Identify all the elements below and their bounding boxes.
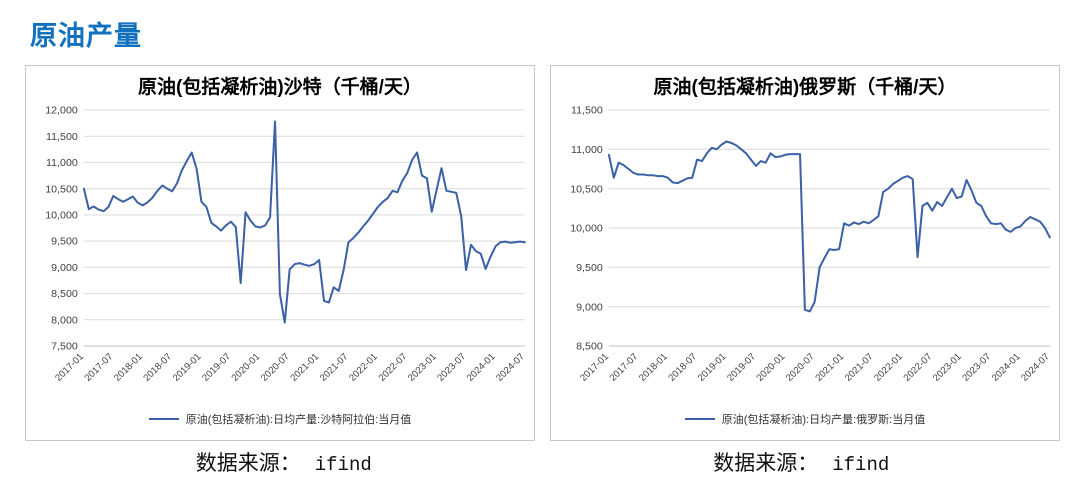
svg-text:8,000: 8,000: [51, 314, 78, 326]
svg-text:2024-07: 2024-07: [494, 351, 527, 383]
svg-text:2020-07: 2020-07: [784, 351, 817, 383]
legend-label: 原油(包括凝析油):日均产量:沙特阿拉伯:当月值: [185, 414, 412, 426]
svg-text:11,000: 11,000: [571, 144, 603, 156]
svg-text:2019-07: 2019-07: [725, 351, 758, 383]
svg-text:11,500: 11,500: [46, 131, 78, 143]
svg-text:2017-01: 2017-01: [578, 351, 611, 383]
svg-text:9,000: 9,000: [576, 301, 603, 313]
legend-line-swatch-icon: [148, 418, 179, 420]
svg-text:2018-07: 2018-07: [141, 351, 174, 383]
svg-text:2018-01: 2018-01: [112, 351, 145, 383]
svg-text:2022-01: 2022-01: [347, 351, 380, 383]
svg-text:9,000: 9,000: [51, 262, 78, 274]
line-chart-russia: 8,500 9,000 9,500 10,000 10,500 11,000 11,500 2…: [570, 105, 1052, 384]
svg-text:10,500: 10,500: [45, 183, 78, 195]
svg-text:2017-01: 2017-01: [53, 351, 86, 383]
svg-text:2023-07: 2023-07: [435, 351, 468, 383]
chart-panel-russia: 原油(包括凝析油)俄罗斯（千桶/天） 8,500 9,000 9,500 10,000…: [550, 65, 1060, 441]
svg-text:2018-07: 2018-07: [666, 351, 699, 383]
svg-text:2022-07: 2022-07: [377, 351, 410, 383]
svg-text:10,000: 10,000: [570, 223, 603, 235]
svg-text:2017-07: 2017-07: [608, 351, 641, 383]
svg-text:11,000: 11,000: [46, 157, 78, 169]
svg-text:2024-07: 2024-07: [1019, 351, 1052, 383]
svg-text:10,000: 10,000: [45, 210, 78, 222]
line-chart-saudi: 7,500 8,000 8,500 9,000 9,500 10,000 10,500 11,…: [45, 105, 527, 384]
svg-text:2021-07: 2021-07: [843, 351, 876, 383]
svg-text:2020-01: 2020-01: [755, 351, 788, 383]
legend-label: 原油(包括凝析油):日均产量:俄罗斯:当月值: [721, 414, 926, 426]
svg-text:2019-07: 2019-07: [200, 351, 233, 383]
svg-text:2021-07: 2021-07: [318, 351, 351, 383]
svg-text:7,500: 7,500: [51, 341, 78, 353]
chart-title: 原油(包括凝析油)沙特（千桶/天）: [138, 77, 422, 98]
svg-text:2021-01: 2021-01: [813, 351, 846, 383]
chart-legend: 原油(包括凝析油):日均产量:俄罗斯:当月值: [551, 408, 1059, 430]
page-title: 原油产量: [30, 21, 142, 51]
svg-text:2018-01: 2018-01: [637, 351, 670, 383]
svg-text:2019-01: 2019-01: [696, 351, 729, 383]
data-source-right: 数据来源： ifind: [543, 447, 1061, 477]
svg-text:2020-07: 2020-07: [259, 351, 292, 383]
source-value: ifind: [314, 454, 372, 476]
sources-row: 数据来源： ifind 数据来源： ifind: [25, 447, 1060, 477]
data-source-left: 数据来源： ifind: [25, 447, 543, 477]
svg-text:2023-01: 2023-01: [931, 351, 964, 383]
chart-panel-saudi: 原油(包括凝析油)沙特（千桶/天） 7,500 8,000 8,500 9,000 9,…: [25, 65, 535, 441]
svg-text:2024-01: 2024-01: [990, 351, 1023, 383]
source-label: 数据来源：: [195, 451, 301, 475]
svg-text:12,000: 12,000: [45, 105, 78, 117]
svg-text:2022-07: 2022-07: [902, 351, 935, 383]
svg-text:2022-01: 2022-01: [872, 351, 905, 383]
svg-text:11,500: 11,500: [571, 105, 603, 117]
svg-text:10,500: 10,500: [570, 183, 603, 195]
svg-text:8,500: 8,500: [51, 288, 78, 300]
source-label: 数据来源：: [713, 451, 819, 475]
svg-text:9,500: 9,500: [51, 236, 78, 248]
chart-legend: 原油(包括凝析油):日均产量:沙特阿拉伯:当月值: [26, 408, 534, 430]
charts-row: 原油(包括凝析油)沙特（千桶/天） 7,500 8,000 8,500 9,000 9,…: [25, 65, 1060, 441]
svg-text:2019-01: 2019-01: [171, 351, 204, 383]
source-value: ifind: [832, 454, 890, 476]
svg-text:2023-01: 2023-01: [406, 351, 439, 383]
svg-text:2017-07: 2017-07: [83, 351, 116, 383]
svg-text:2024-01: 2024-01: [465, 351, 498, 383]
svg-text:2021-01: 2021-01: [288, 351, 321, 383]
svg-text:2023-07: 2023-07: [960, 351, 993, 383]
chart-title: 原油(包括凝析油)俄罗斯（千桶/天）: [653, 77, 957, 98]
legend-line-swatch-icon: [684, 418, 715, 420]
svg-text:2020-01: 2020-01: [230, 351, 263, 383]
svg-text:8,500: 8,500: [576, 341, 603, 353]
svg-text:9,500: 9,500: [576, 262, 603, 274]
